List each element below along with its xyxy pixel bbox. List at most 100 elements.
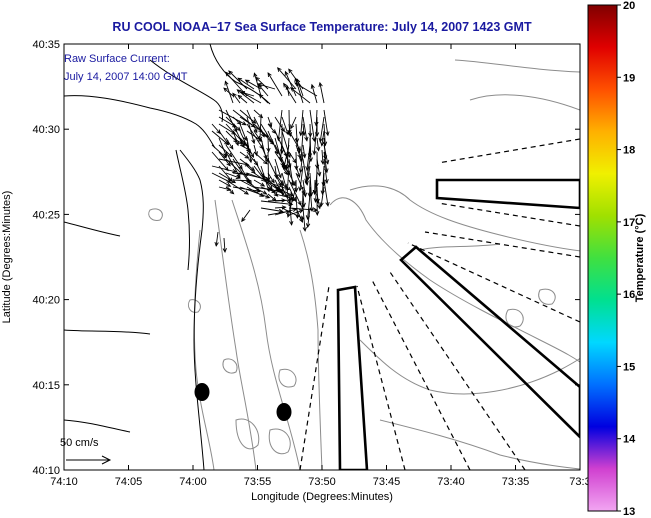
current-vector-head: [250, 153, 254, 159]
current-vector-head: [226, 161, 231, 167]
colorbar-tick-label: 14: [623, 434, 636, 446]
current-vector: [228, 70, 248, 90]
current-vector-head: [236, 120, 242, 125]
current-vector: [299, 165, 304, 191]
current-vector-head: [236, 89, 242, 94]
current-vector: [274, 116, 285, 132]
current-vector-head: [309, 207, 314, 213]
current-vector-head: [235, 174, 241, 179]
current-vector-head: [232, 92, 237, 98]
map-area: [64, 44, 580, 470]
current-vector-head: [248, 158, 253, 164]
current-vector: [296, 79, 304, 97]
current-vector: [323, 158, 328, 184]
colorbar-tick-label: 16: [623, 289, 635, 301]
current-vector-head: [243, 136, 248, 142]
current-vector-head: [268, 122, 273, 128]
current-vector: [218, 109, 247, 126]
current-vector: [302, 207, 306, 231]
current-vector-head: [263, 154, 268, 161]
current-vector: [267, 72, 283, 97]
current-vector: [280, 137, 283, 161]
lon-tick-label: 73:50: [308, 476, 336, 488]
current-vector-head: [283, 82, 288, 88]
current-vector: [267, 137, 270, 152]
current-vector-head: [290, 124, 295, 130]
current-vector-head: [241, 217, 246, 223]
current-vector-head: [283, 183, 288, 189]
current-vector-head: [324, 179, 329, 185]
current-vector: [232, 93, 241, 104]
current-vector-head: [315, 211, 320, 216]
current-vector-head: [317, 204, 322, 210]
current-vector: [319, 116, 325, 142]
current-vector: [260, 144, 269, 163]
current-vector: [246, 179, 260, 192]
current-vector: [232, 130, 239, 146]
current-vector-head: [244, 79, 250, 84]
scale-arrow: [66, 455, 112, 465]
current-vector-head: [312, 150, 317, 156]
current-vector: [255, 77, 269, 90]
current-vector: [232, 158, 250, 183]
current-vector: [218, 172, 236, 183]
current-vector-head: [294, 165, 299, 171]
lat-tick-label: 40:35: [32, 39, 60, 51]
current-vector: [290, 116, 297, 129]
colorbar-tick-label: 13: [623, 506, 635, 518]
lon-tick-label: 74:05: [115, 476, 143, 488]
current-vector: [290, 87, 311, 104]
current-vector-head: [320, 141, 325, 147]
current-vector-head: [306, 175, 311, 181]
current-vector: [218, 130, 229, 145]
current-vector-head: [278, 208, 284, 214]
lat-tick-label: 40:20: [32, 295, 60, 307]
current-vector-head: [287, 129, 292, 135]
colorbar-tick-label: 20: [623, 0, 635, 12]
current-vector-head: [255, 187, 260, 193]
current-vector: [253, 123, 269, 138]
current-vector: [288, 151, 297, 164]
current-vector: [246, 137, 252, 163]
current-vector: [232, 116, 242, 125]
current-vector: [211, 151, 229, 171]
lon-tick-label: 74:00: [179, 476, 207, 488]
current-vector: [237, 89, 255, 104]
current-vector-head: [244, 162, 250, 167]
current-vector: [237, 95, 248, 104]
current-vector-head: [283, 170, 288, 176]
current-vector-head: [251, 119, 257, 124]
current-vector-head: [284, 70, 289, 76]
current-vector: [294, 78, 304, 104]
current-vector: [267, 158, 282, 187]
current-vector-head: [227, 152, 233, 158]
current-vector-head: [226, 186, 232, 192]
current-vector: [225, 179, 249, 195]
current-vector: [300, 151, 304, 173]
current-vector-head: [302, 153, 307, 159]
current-vector: [321, 149, 324, 165]
current-vector: [300, 130, 304, 162]
current-vector-head: [302, 227, 307, 232]
current-vector-head: [229, 144, 234, 150]
current-vector: [277, 109, 283, 141]
current-vector: [225, 123, 246, 146]
current-vector: [239, 109, 256, 124]
current-vector-head: [251, 139, 256, 145]
current-vector-head: [310, 83, 315, 89]
current-vector: [302, 116, 308, 141]
current-vector-head: [294, 77, 299, 83]
current-vector-head: [319, 202, 324, 208]
solid-transects: [336, 178, 580, 470]
current-vector-head: [296, 172, 301, 178]
lon-tick-label: 73:35: [502, 476, 530, 488]
x-axis-label: Longitude (Degrees:Minutes): [251, 491, 393, 503]
current-vector-head: [232, 168, 238, 174]
current-vector: [225, 116, 241, 131]
current-vector: [253, 179, 265, 187]
current-vector: [253, 151, 268, 165]
current-vector-head: [226, 182, 232, 187]
current-vector-head: [286, 212, 291, 218]
latitude-ticks: 40:35 40:30 40:25 40:20 40:15 40:10: [32, 39, 580, 477]
current-vector: [295, 207, 303, 223]
